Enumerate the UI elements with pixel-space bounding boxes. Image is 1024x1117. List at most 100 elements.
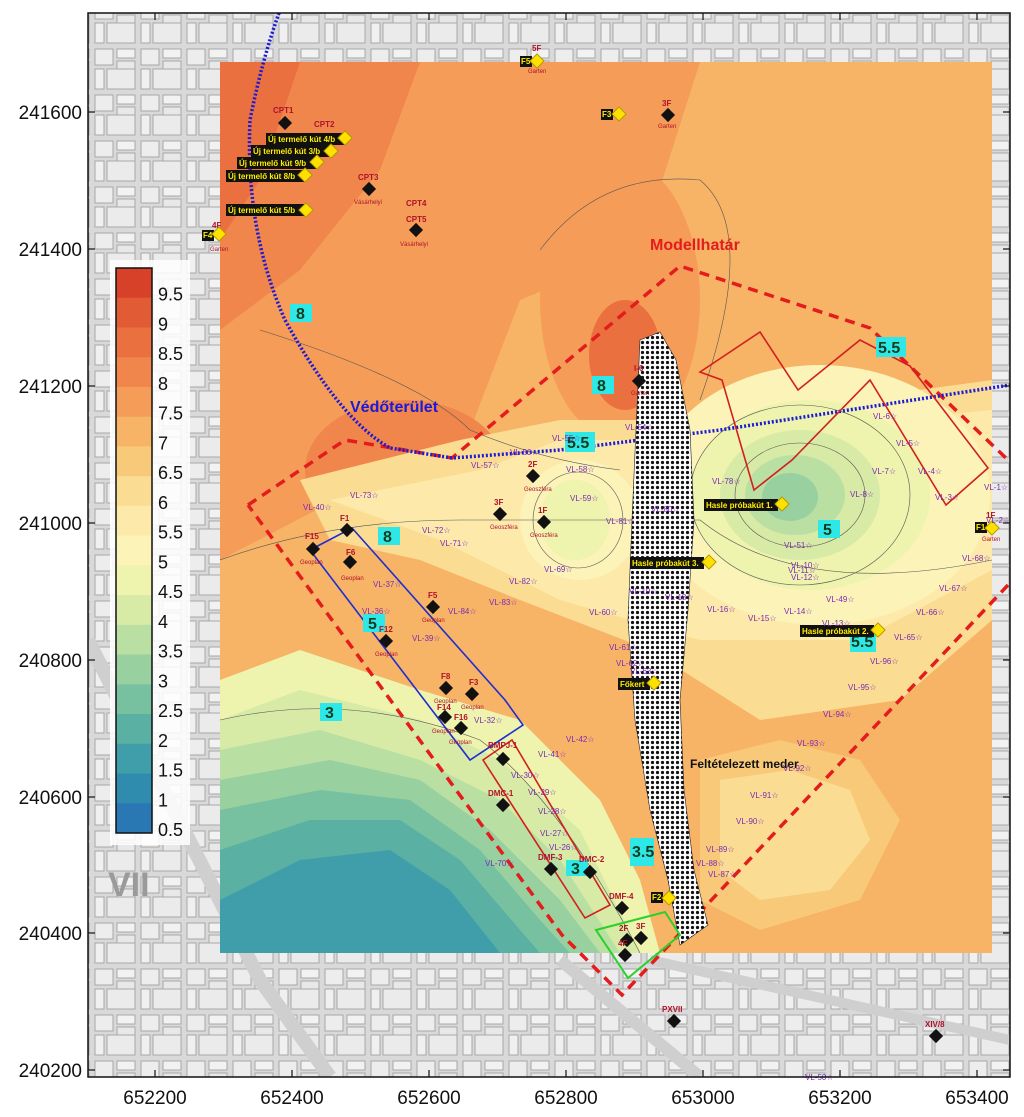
yellow-well: F3 (601, 106, 627, 122)
green-area-polygon (594, 910, 682, 980)
vl-point-label: VL-51☆ (784, 541, 813, 550)
well-sublabel: Garten (210, 247, 228, 253)
color-legend: 9.5 9 8.5 8 7.5 7 6.5 6 5.5 5 4.5 4 3.5 3 2.5 2 1.5 1 0.5 (110, 260, 190, 845)
vl-point-label: VL-88☆ (696, 859, 725, 868)
vl-point-label: VL-7☆ (872, 467, 896, 476)
x-axis-labels: 652200 652400 652600 652800 653000 65320… (123, 1088, 1008, 1109)
well-sublabel: Geoplan (341, 576, 364, 582)
legend-swatch (116, 357, 152, 388)
vl-point-label: VL-8☆ (850, 490, 874, 499)
legend-swatch (116, 268, 152, 299)
yellow-well-label: Új termelő kút 5/b (228, 206, 295, 215)
vl-point-label: VL-28☆ (538, 807, 567, 816)
contour-label: 5 (823, 522, 832, 539)
x-tick-label: 652800 (534, 1088, 597, 1109)
vl-point-label: VL-73☆ (350, 491, 379, 500)
yellow-well-label: Hasle próbakút 1. (706, 501, 773, 510)
well-label: 4F (618, 939, 627, 948)
vl-point-label: VL-61☆ (609, 643, 638, 652)
vl-point-label: VL-10☆ (791, 561, 820, 570)
legend-swatch (116, 505, 152, 537)
contour-label: 5 (368, 616, 377, 633)
well-label: F1 (340, 514, 350, 523)
yellow-well-label: Új termelő kút 4/b (268, 135, 335, 144)
legend-swatch (116, 446, 152, 477)
vl-point-label: VL-70☆ (485, 859, 514, 868)
vl-point-label: VL-84☆ (448, 607, 477, 616)
legend-swatch (116, 743, 152, 775)
yellow-well-label: F3 (602, 110, 612, 119)
legend-swatch (116, 565, 152, 596)
contour-label: 5.5 (878, 340, 900, 357)
well-sublabel: Geoplan (375, 652, 398, 658)
yellow-well-label: F4 (203, 231, 213, 240)
vl-point-label: VL-63☆ (630, 667, 659, 676)
x-tick-label: 652200 (123, 1088, 186, 1109)
well-label: DMC-1 (488, 789, 514, 798)
well-marker: F12 Geoplan (375, 625, 398, 658)
axis-ticks (88, 13, 1010, 1077)
well-label: F3 (469, 678, 479, 687)
well-label: 5F (532, 44, 541, 53)
vl-point-label: VL-62☆ (616, 659, 645, 668)
vl-point-label: VL-30☆ (511, 771, 540, 780)
legend-label: 5 (158, 552, 168, 572)
vl-point-label: VL-66☆ (916, 608, 945, 617)
yellow-well: F1 (975, 520, 1000, 536)
vl-point-label: VL-71☆ (440, 539, 469, 548)
y-tick-label: 240600 (19, 788, 82, 809)
vl-point-label: VL-55☆ (552, 434, 581, 443)
well-label: F14 (437, 703, 451, 712)
legend-label: 7 (158, 433, 168, 453)
yellow-well: Új termelő kút 3/b (251, 143, 339, 159)
vl-point-label: VL-3☆ (935, 493, 959, 502)
well-marker: XIV/8 (925, 1020, 945, 1044)
well-marker: 3F (633, 922, 649, 946)
district-label: VII (108, 866, 150, 904)
well-marker: F5 Geoplan (422, 591, 445, 624)
yellow-well-label: F2 (652, 893, 662, 902)
legend-label: 1.5 (158, 761, 183, 781)
vl-point-label: VL-37☆ (373, 580, 402, 589)
legend-swatch (116, 476, 152, 507)
protection-area-line (247, 12, 1011, 460)
vl-point-label: VL-42☆ (566, 735, 595, 744)
vl-point-label: VL-4☆ (918, 467, 942, 476)
yellow-well: Új termelő kút 5/b (226, 202, 314, 218)
yellow-wells-layer: Új termelő kút 4/b Új termelő kút 3/b Új… (202, 53, 1000, 906)
yellow-well: Hasle próbakút 3. (630, 554, 717, 570)
well-marker: 1F Geoszféra (530, 506, 558, 539)
well-sublabel: Geoszféra (490, 525, 518, 531)
y-tick-label: 240800 (19, 651, 82, 672)
well-marker: F1 (339, 514, 355, 538)
well-sublabel: Vásárhelyi (354, 200, 382, 206)
well-marker: DMC-2 (579, 855, 605, 880)
well-label: F12 (379, 625, 393, 634)
yellow-well: F2 (651, 890, 677, 906)
well-marker: 3F Geoszféra (490, 498, 518, 531)
vl-point-label: VL-72☆ (422, 526, 451, 535)
well-marker: 4F (617, 939, 633, 963)
well-marker: CPT1 (273, 106, 294, 131)
legend-label: 9.5 (158, 285, 183, 305)
assumed-channel-label: Feltételezett meder (690, 757, 799, 771)
map-frame (87, 12, 1011, 1078)
model-boundary-label: Modellhatár (650, 237, 740, 254)
vl-point-label: VL-6☆ (873, 412, 897, 421)
well-marker: DMF-4 (609, 892, 634, 916)
vl-point-label: VL-69☆ (544, 565, 573, 574)
yellow-well: F5 (520, 53, 545, 69)
well-label: F6 (346, 548, 356, 557)
well-label: I-6 (634, 364, 644, 373)
legend-swatch (116, 535, 152, 566)
x-tick-label: 653400 (945, 1088, 1008, 1109)
vl-point-label: VL-87☆ (708, 870, 737, 879)
vl-point-label: VL-16☆ (707, 605, 736, 614)
vl-point-label: VL-2☆ (986, 516, 1010, 525)
well-marker: 2F (619, 924, 635, 948)
yellow-well: Új termelő kút 4/b (266, 130, 353, 146)
vl-point-label: VL-26☆ (549, 843, 578, 852)
legend-swatch (116, 773, 152, 804)
legend-label: 9 (158, 314, 168, 334)
